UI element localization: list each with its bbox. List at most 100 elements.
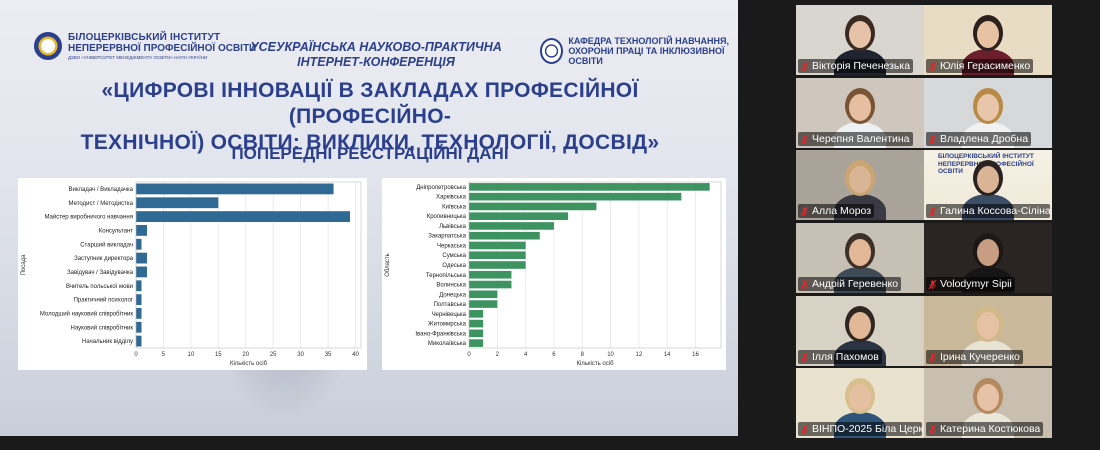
participant-tile[interactable]: Андрій Геревенко [796,223,924,293]
x-tick-label: 5 [162,352,166,358]
institute-logo: БІЛОЦЕРКІВСЬКИЙ ІНСТИТУТ НЕПЕРЕРВНОЇ ПРО… [34,32,256,60]
institute-seal-icon [34,32,62,60]
category-label: Донецька [439,292,466,298]
mic-muted-icon [928,352,937,362]
participant-nameplate: ВІНПО-2025 Біла Церква [798,422,924,436]
participant-tile[interactable]: Владлена Дробна [924,78,1052,148]
category-label: Волинська [436,283,466,289]
category-label: Дніпропетровська [416,185,466,191]
bar [136,335,142,347]
y-axis-title: Посада [21,254,27,275]
category-label: Методист / Методистка [69,201,134,207]
participant-name: Владлена Дробна [940,133,1029,145]
category-label: Майстер виробничого навчання [44,214,133,221]
department-name-line2: ОХОРОНИ ПРАЦІ ТА ІНКЛЮЗИВНОЇ ОСВІТИ [568,46,725,66]
participant-tile[interactable]: ВІНПО-2025 Біла Церква [796,368,924,438]
participant-nameplate: Черепня Валентина [798,132,913,146]
participant-name: Вікторія Печенезька [812,60,911,72]
bar [469,329,484,338]
participant-tile[interactable]: Ілля Пахомов [796,296,924,366]
x-tick-label: 2 [496,352,500,358]
participant-nameplate: Ірина Кучеренко [926,350,1023,364]
participant-tile[interactable]: Катерина Костюкова [924,368,1052,438]
participant-name: Андрій Геревенко [812,278,899,290]
participant-face [977,312,999,339]
bar [469,310,484,318]
category-label: Львівська [439,224,467,230]
category-label: Консультант [99,228,134,234]
bar [469,231,540,240]
bar [469,300,498,308]
participant-nameplate: Андрій Геревенко [798,277,902,291]
participant-name: Юлія Герасименко [940,60,1031,72]
x-tick-label: 20 [242,352,249,358]
participant-tile[interactable]: Черепня Валентина [796,78,924,148]
category-label: Сумська [442,253,466,259]
bar [136,321,142,333]
participant-face [849,384,871,411]
x-tick-label: 40 [352,352,359,358]
participant-gallery: Вікторія Печенезька Юлія Герасименко Череп… [738,0,1100,450]
x-tick-label: 8 [581,352,585,358]
category-label: Науковий співробітник [71,324,134,331]
main-title-line2: ТЕХНІЧНОЇ) ОСВІТИ: ВИКЛИКИ, ТЕХНОЛОГІЇ, … [80,131,660,154]
mic-muted-icon [800,424,809,434]
participant-tile[interactable]: Ірина Кучеренко [924,296,1052,366]
main-title-line1: «ЦИФРОВІ ІННОВАЦІЇ В ЗАКЛАДАХ ПРОФЕСІЙНО… [101,79,639,128]
mic-muted-icon [800,352,809,362]
shared-screen-slide: БІЛОЦЕРКІВСЬКИЙ ІНСТИТУТ НЕПЕРЕРВНОЇ ПРО… [0,0,738,436]
participant-face [977,384,999,411]
bar [469,222,554,230]
participant-face [977,166,999,193]
mic-muted-icon [800,61,809,71]
participant-name: ВІНПО-2025 Біла Церква [812,423,924,435]
category-label: Закарпатська [428,234,466,240]
category-label: Івано-Франківська [415,331,466,337]
bar [136,197,219,209]
bar [469,290,498,299]
bar [469,339,484,347]
x-axis-title: Кількість осіб [576,361,614,367]
category-label: Вчитель польської мови [66,284,133,290]
department-seal-icon [540,38,564,64]
mic-muted-icon [928,279,937,289]
bar [469,202,597,211]
participant-name: Галина Коссова-Сіліна [940,205,1051,217]
bar [469,270,512,279]
x-tick-label: 16 [692,352,699,358]
bar [136,225,147,236]
department-name-line1: КАФЕДРА ТЕХНОЛОГІЙ НАВЧАННЯ, [568,36,730,46]
bar [469,183,710,191]
category-label: Кропивницька [427,214,467,220]
department-logo: КАФЕДРА ТЕХНОЛОГІЙ НАВЧАННЯ, ОХОРОНИ ПРА… [540,36,738,66]
bar [136,238,142,250]
participant-face [849,166,871,193]
participant-tile[interactable]: Вікторія Печенезька [796,5,924,75]
participant-tile[interactable]: Алла Мороз [796,150,924,220]
x-tick-label: 25 [270,352,277,358]
bar [469,192,682,201]
conference-title-line2: ІНТЕРНЕТ-КОНФЕРЕНЦІЯ [297,55,455,69]
participant-nameplate: Алла Мороз [798,204,875,218]
participant-tile[interactable]: Volodymyr Sipii [924,223,1052,293]
participant-name: Черепня Валентина [812,133,910,145]
mic-muted-icon [928,61,937,71]
participant-tile[interactable]: БІЛОЦЕРКІВСЬКИЙ ІНСТИТУТ НЕПЕРЕРВНОЇ ПРО… [924,150,1052,220]
participant-name: Катерина Костюкова [940,423,1041,435]
x-tick-label: 14 [664,352,671,358]
bar [469,212,569,220]
participant-name: Алла Мороз [812,205,872,217]
category-label: Чернівецька [432,312,467,318]
participant-tile[interactable]: Юлія Герасименко [924,5,1052,75]
category-label: Начальник відділу [82,339,133,345]
conference-title: УСЕУКРАЇНСЬКА НАУКОВО-ПРАКТИЧНА ІНТЕРНЕТ… [235,40,517,70]
category-label: Викладач / Викладачка [68,187,133,193]
mic-muted-icon [800,134,809,144]
bar [136,308,142,319]
x-tick-label: 0 [467,352,471,358]
plot-frame [468,181,722,349]
category-label: Харківська [436,195,467,201]
x-tick-label: 10 [607,352,614,358]
category-label: Тернопільська [426,273,467,279]
